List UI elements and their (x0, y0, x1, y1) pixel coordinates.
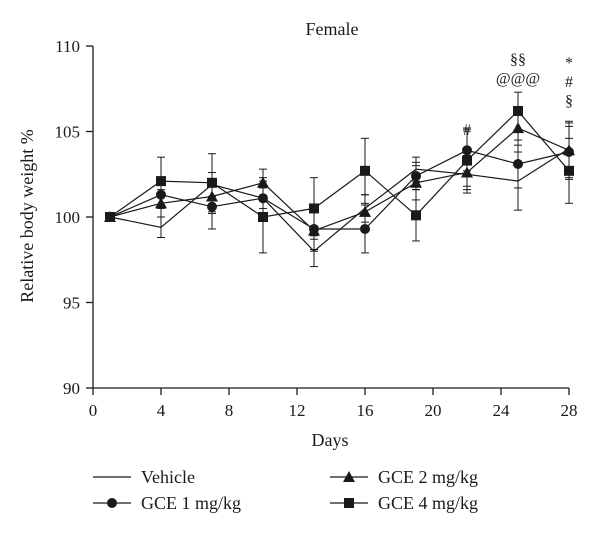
legend: Vehicle GCE 1 mg/kg GCE 2 mg/kg GCE 4 mg/kg (93, 467, 478, 513)
x-tick-label: 4 (157, 401, 166, 420)
significance-label: §§ (510, 52, 526, 69)
triangle-marker (359, 205, 371, 217)
y-tick-label: 105 (55, 123, 81, 142)
series-4 (105, 91, 574, 254)
series-layer (104, 91, 575, 268)
significance-label: @@@ (496, 71, 540, 88)
circle-marker (107, 498, 117, 508)
annotation-layer: #@@@§§§#* (463, 52, 573, 139)
significance-label: § (565, 93, 573, 110)
square-marker (156, 176, 166, 187)
x-tick-label: 12 (289, 401, 306, 420)
x-tick-label: 24 (493, 401, 511, 420)
square-marker (207, 177, 217, 188)
square-marker (513, 105, 523, 116)
y-tick-label: 95 (63, 294, 80, 313)
x-tick-label: 28 (561, 401, 578, 420)
series-line (109, 127, 570, 232)
significance-label: * (565, 55, 573, 72)
series-1 (109, 122, 573, 268)
x-axis-title: Days (312, 430, 349, 450)
significance-label: # (565, 74, 573, 91)
x-tick-label: 0 (89, 401, 98, 420)
square-marker (258, 212, 268, 222)
legend-item: GCE 4 mg/kg (330, 493, 478, 513)
square-marker (360, 165, 370, 176)
square-marker (309, 203, 319, 214)
square-marker (564, 165, 574, 176)
square-marker (462, 155, 472, 166)
square-marker (411, 210, 421, 221)
series-line (109, 110, 570, 218)
y-tick-label: 100 (55, 208, 81, 227)
chart-title: Female (306, 19, 359, 39)
legend-label: GCE 2 mg/kg (378, 467, 478, 487)
legend-item: GCE 1 mg/kg (93, 493, 241, 513)
x-tick-label: 20 (425, 401, 442, 420)
triangle-marker (343, 471, 355, 482)
x-tick-label: 16 (357, 401, 374, 420)
series-line (109, 149, 570, 230)
square-marker (105, 212, 115, 222)
circle-marker (513, 158, 523, 169)
significance-label: # (463, 122, 471, 139)
legend-label: GCE 4 mg/kg (378, 493, 478, 513)
y-axis-title: Relative body weight % (17, 129, 37, 302)
square-marker (344, 498, 354, 508)
legend-item: GCE 2 mg/kg (330, 467, 478, 487)
x-tick-label: 8 (225, 401, 234, 420)
legend-label: GCE 1 mg/kg (141, 493, 241, 513)
series-line (109, 148, 570, 253)
y-tick-label: 110 (55, 37, 80, 56)
legend-label: Vehicle (141, 467, 195, 487)
triangle-marker (410, 176, 422, 188)
axes: 90 95 100 105 110 0 4 8 12 16 20 24 28 (55, 37, 578, 420)
y-tick-label: 90 (63, 379, 80, 398)
legend-item: Vehicle (93, 467, 195, 487)
